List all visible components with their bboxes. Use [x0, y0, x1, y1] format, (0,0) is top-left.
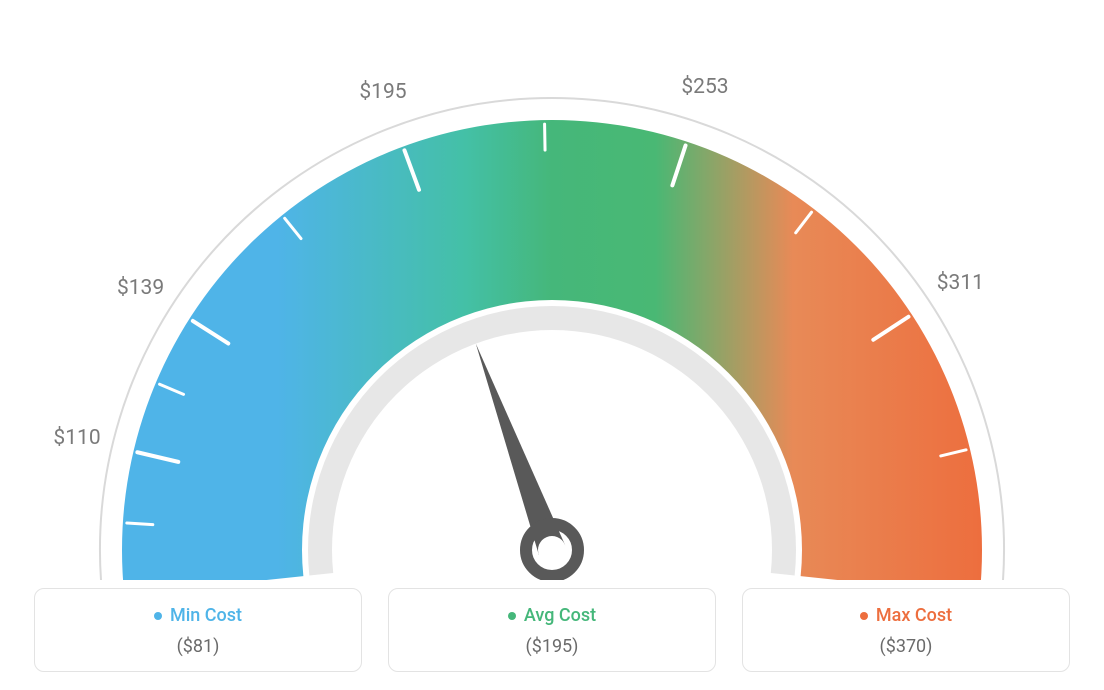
- gauge-tick-label: $253: [681, 75, 728, 99]
- legend-card-avg: Avg Cost ($195): [388, 588, 716, 672]
- gauge-chart: $81$110$139$195$253$311$370: [0, 0, 1104, 580]
- legend-label-avg: Avg Cost: [524, 605, 596, 626]
- legend-label-min: Min Cost: [170, 605, 242, 626]
- legend-row: Min Cost ($81) Avg Cost ($195) Max Cost …: [0, 588, 1104, 672]
- gauge-tick-label: $311: [937, 271, 984, 295]
- legend-value-min: ($81): [45, 636, 351, 657]
- legend-dot-avg: [508, 612, 516, 620]
- legend-card-min: Min Cost ($81): [34, 588, 362, 672]
- legend-dot-min: [154, 612, 162, 620]
- legend-label-max: Max Cost: [876, 605, 952, 626]
- gauge-tick-label: $110: [53, 426, 100, 450]
- legend-label-row: Min Cost: [45, 605, 351, 626]
- legend-dot-max: [860, 612, 868, 620]
- gauge-tick-label: $195: [359, 80, 406, 104]
- legend-label-row: Avg Cost: [399, 605, 705, 626]
- legend-value-avg: ($195): [399, 636, 705, 657]
- legend-card-max: Max Cost ($370): [742, 588, 1070, 672]
- gauge-svg: [32, 20, 1072, 580]
- gauge-tick-label: $139: [117, 276, 164, 300]
- legend-value-max: ($370): [753, 636, 1059, 657]
- legend-label-row: Max Cost: [753, 605, 1059, 626]
